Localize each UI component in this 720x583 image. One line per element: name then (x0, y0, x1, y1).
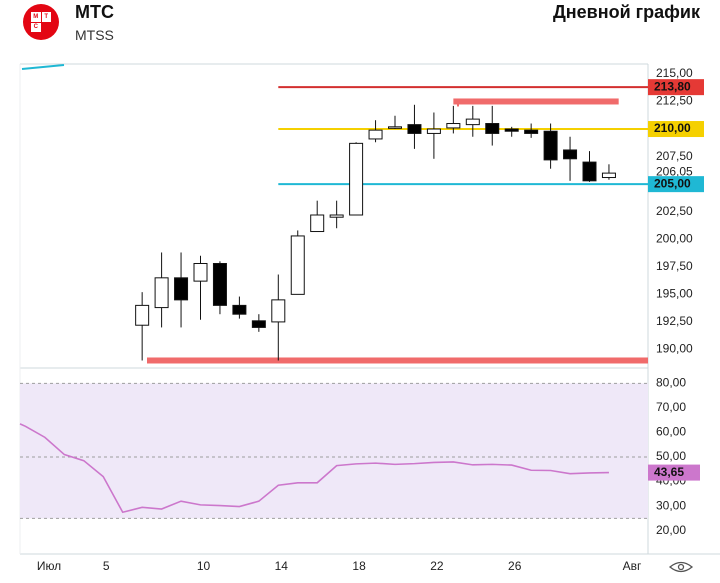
bear-candle[interactable] (504, 128, 519, 132)
rsi-tick-label: 50,00 (656, 449, 686, 463)
time-tick-label: 14 (275, 559, 289, 573)
time-tick-label: Июл (37, 559, 61, 573)
price-level-tag (648, 79, 704, 96)
rsi-tick-label: 30,00 (656, 498, 686, 512)
level-band (147, 357, 648, 364)
bull-candle[interactable] (271, 299, 286, 323)
price-tick-label: 206,05 (656, 165, 693, 179)
price-tick-label: 212,50 (656, 94, 693, 108)
bear-candle[interactable] (251, 320, 266, 328)
time-tick-label: Авг (623, 559, 642, 573)
price-tick-label: 192,50 (656, 314, 693, 328)
bull-candle[interactable] (426, 128, 441, 134)
price-level-tag (648, 176, 704, 193)
bull-candle[interactable] (388, 126, 402, 129)
bull-candle[interactable] (349, 142, 364, 216)
price-level-tag-label: 205,00 (654, 176, 691, 190)
time-tick-label: 10 (197, 559, 211, 573)
bull-candle[interactable] (465, 118, 480, 126)
price-level-tag (648, 121, 704, 138)
bull-candle[interactable] (193, 262, 208, 282)
bull-candle[interactable] (154, 277, 169, 309)
bear-candle[interactable] (543, 130, 558, 161)
bull-candle[interactable] (135, 304, 150, 326)
bear-candle[interactable] (563, 149, 578, 160)
indicator-stub (21, 64, 65, 70)
bear-candle[interactable] (232, 304, 247, 315)
price-tick-label: 195,00 (656, 287, 693, 301)
rsi-tick-label: 70,00 (656, 400, 686, 414)
time-tick-label: 22 (430, 559, 444, 573)
bull-candle[interactable] (446, 123, 461, 129)
price-level-tag-label: 213,80 (654, 79, 691, 93)
mts-logo: М Т С (23, 4, 59, 40)
time-tick-label: 18 (352, 559, 366, 573)
price-tick-label: 202,50 (656, 204, 693, 218)
chart-headline: Дневной график (552, 2, 700, 22)
price-tick-label: 207,50 (656, 149, 693, 163)
rsi-tick-label: 60,00 (656, 425, 686, 439)
price-level-tag-label: 210,00 (654, 121, 691, 135)
price-tick-label: 197,50 (656, 259, 693, 273)
eye-icon[interactable] (668, 561, 694, 573)
bull-candle[interactable] (310, 214, 325, 233)
bear-candle[interactable] (524, 129, 539, 134)
rsi-line (19, 423, 609, 514)
rsi-value-tag (648, 464, 700, 481)
price-tick-label: 190,00 (656, 342, 693, 356)
bull-candle[interactable] (290, 235, 305, 295)
rsi-band (20, 383, 648, 519)
bear-candle[interactable] (174, 277, 189, 301)
time-tick-label: 5 (103, 559, 110, 573)
rsi-tick-label: 20,00 (656, 523, 686, 537)
logo-letter: Т (41, 12, 51, 22)
rsi-tick-label: 80,00 (656, 376, 686, 390)
price-tick-label: 215,00 (656, 66, 693, 80)
bear-candle[interactable] (212, 262, 227, 306)
ticker-symbol: MTSS (75, 27, 114, 43)
bear-candle[interactable] (582, 161, 597, 182)
eye-pupil-icon (677, 563, 685, 571)
company-title: МТС (75, 2, 114, 22)
header: М Т С МТС MTSS Дневной график (0, 0, 720, 52)
bear-candle[interactable] (485, 123, 500, 134)
price-tick-label: 200,00 (656, 231, 693, 245)
bull-candle[interactable] (368, 129, 383, 140)
rsi-value-tag-label: 43,65 (654, 465, 684, 479)
logo-letter: М (31, 12, 41, 22)
bull-candle[interactable] (329, 214, 344, 218)
logo-letter: С (31, 22, 41, 32)
time-tick-label: 26 (508, 559, 522, 573)
level-band (453, 98, 619, 105)
bear-candle[interactable] (407, 124, 422, 134)
bull-candle[interactable] (601, 172, 616, 179)
